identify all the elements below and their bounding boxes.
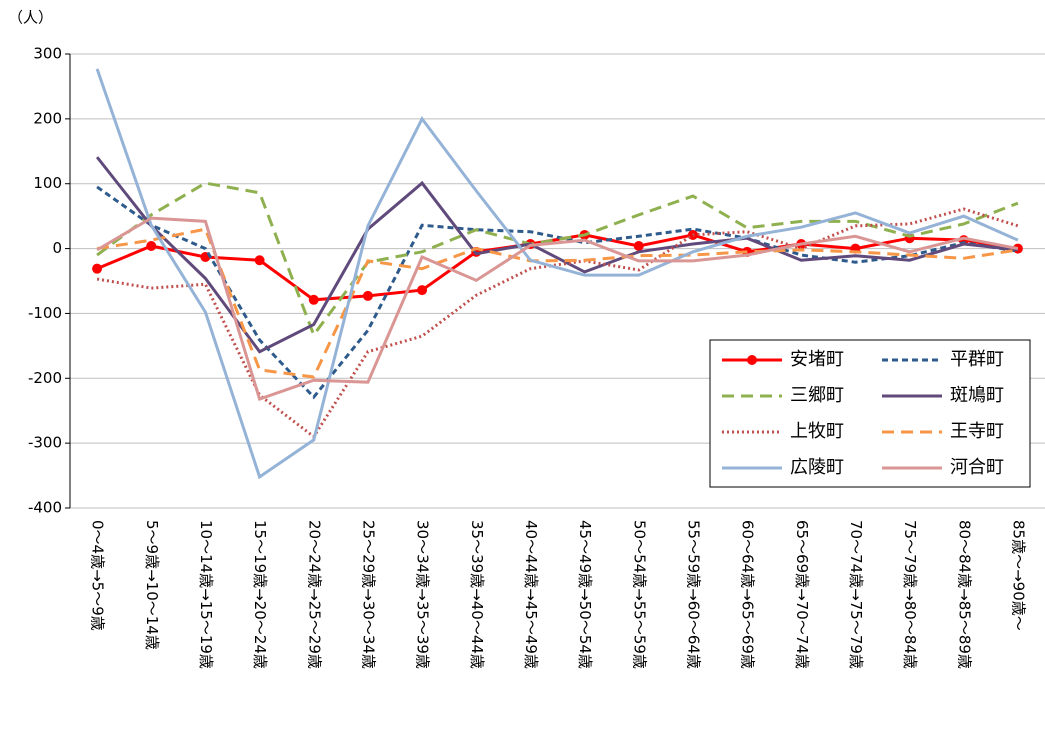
x-tick-label: 30～34歳→35～39歳 — [414, 520, 432, 669]
legend-marker — [747, 355, 757, 365]
legend-label: 斑鳩町 — [950, 385, 1004, 406]
x-tick-label: 65～69歳→70～74歳 — [793, 520, 811, 669]
point — [92, 263, 103, 274]
legend-label: 広陵町 — [790, 457, 844, 478]
x-tick-label: 75～79歳→80～84歳 — [901, 520, 919, 669]
y-tick-label: 0 — [52, 239, 62, 257]
x-tick-label: 50～54歳→55～59歳 — [630, 520, 648, 669]
x-tick-label: 15～19歳→20～24歳 — [251, 520, 269, 669]
series-line — [96, 233, 1019, 302]
point — [254, 255, 265, 266]
series-line — [96, 227, 1019, 379]
point — [146, 240, 157, 251]
x-tick-label: 60～64歳→65～69歳 — [739, 520, 757, 669]
point — [417, 285, 428, 296]
y-tick-label: -300 — [28, 434, 62, 452]
series-line — [95, 156, 1019, 354]
legend-label: 河合町 — [950, 457, 1004, 478]
x-tick-label: 40～44歳→45～49歳 — [522, 520, 540, 669]
series-line — [95, 68, 1019, 480]
legend-label: 平群町 — [950, 349, 1004, 370]
x-tick-label: 25～29歳→30～34歳 — [359, 520, 377, 669]
x-tick-label: 5～9歳→10～14歳 — [143, 520, 161, 650]
series-line — [96, 216, 1019, 401]
x-tick-label: 10～14歳→15～19歳 — [197, 520, 215, 669]
x-tick-label: 20～24歳→25～29歳 — [305, 520, 323, 669]
point — [633, 240, 644, 251]
y-tick-label: -200 — [28, 369, 62, 387]
x-tick-label: 80～84歳→85～89歳 — [955, 520, 973, 669]
x-tick-label: 55～59歳→60～64歳 — [684, 520, 702, 669]
y-tick-label: 100 — [33, 174, 62, 192]
point — [362, 290, 373, 301]
x-tick-label: 0～4歳→5～9歳 — [89, 520, 107, 631]
series-line — [96, 185, 1019, 400]
y-tick-label: 300 — [33, 45, 62, 63]
x-tick-label: 45～49歳→50～54歳 — [576, 520, 594, 669]
legend-label: 王寺町 — [950, 421, 1004, 442]
legend-label: 上牧町 — [790, 421, 844, 442]
unit-label: （人） — [8, 9, 53, 27]
legend-label: 安堵町 — [790, 349, 844, 370]
y-tick-label: -400 — [28, 499, 62, 517]
y-tick-label: 200 — [33, 109, 62, 127]
legend-label: 三郷町 — [790, 385, 844, 406]
x-tick-label: 70～74歳→75～79歳 — [847, 520, 865, 669]
legend-box — [709, 339, 1031, 488]
x-tick-label: 35～39歳→40～44歳 — [468, 520, 486, 669]
x-tick-label: 85歳～→90歳～ — [1009, 520, 1027, 631]
series-line — [96, 181, 1019, 338]
point — [308, 294, 319, 305]
y-tick-label: -100 — [28, 304, 62, 322]
